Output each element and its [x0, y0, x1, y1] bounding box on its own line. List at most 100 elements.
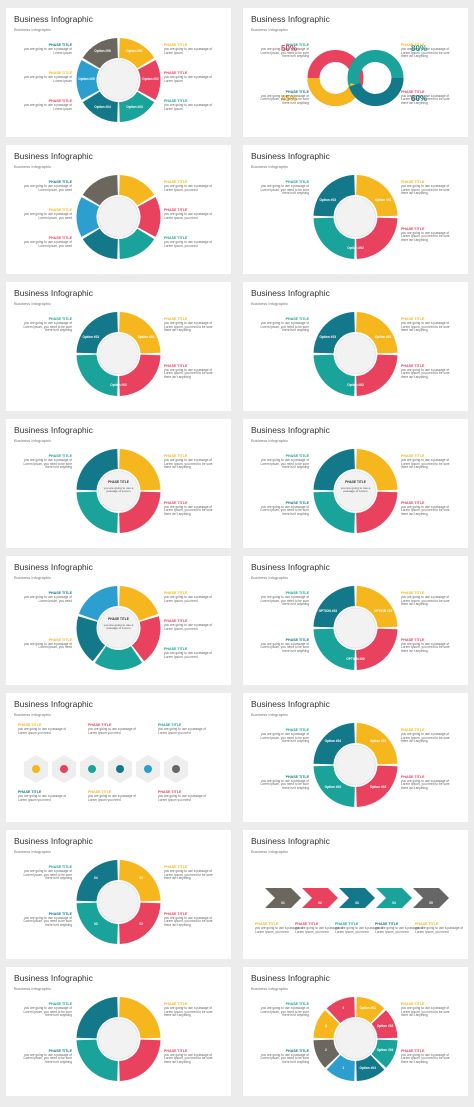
ring-segment [356, 175, 398, 217]
ring-segment [356, 1055, 385, 1081]
center [98, 470, 139, 512]
ring-segment [313, 1039, 340, 1068]
phase-text: you are going to use a passage of Lorem … [164, 1052, 213, 1064]
option-label: Option #02 [347, 383, 364, 387]
option-label: Option #02 [347, 246, 364, 250]
center [335, 470, 376, 512]
option-label: Option #03 [324, 81, 341, 85]
phase-title: PHASE TITLE [164, 911, 188, 916]
phase-title: PHASE TITLE [285, 637, 309, 642]
phase-title: PHASE TITLE [48, 1002, 72, 1006]
option-label: Option #05 [78, 77, 95, 81]
ring-segment [313, 723, 355, 765]
phase-title: PHASE TITLE [401, 89, 425, 94]
phase-title: PHASE TITLE [48, 637, 72, 642]
phase-text: you are going to use a passage of Lorem … [164, 103, 213, 111]
option-label: Option #04 [370, 81, 387, 85]
slide-subtitle: Business Infographic [14, 27, 52, 32]
slide-title: Business Infographic [14, 288, 93, 298]
phase-title: PHASE TITLE [48, 180, 72, 184]
phase-text: you are going to use a passage of Lorem … [375, 926, 424, 934]
ring-segment [119, 902, 161, 944]
option-label: Option #02 [369, 784, 387, 789]
phase-text: you are going to use a passage of Lorem … [164, 458, 213, 470]
phase-text: you are going to use a passage of Lorem … [401, 230, 450, 242]
phase-text: you are going to use a passage of Lorem … [415, 926, 464, 934]
percent: 60% [411, 94, 428, 103]
slide-subtitle: Business Infographic [251, 849, 289, 854]
option-label: Option #02 [370, 69, 387, 73]
option-label: PHASE TITLE [108, 617, 129, 621]
phase-title: PHASE TITLE [285, 89, 309, 94]
option-label: Option #03 [319, 335, 337, 339]
phase-title: PHASE TITLE [285, 454, 309, 458]
phase-text: you are going to use a passage of Lorem … [401, 732, 450, 744]
percent: 50% [281, 44, 298, 53]
phase-title: PHASE TITLE [164, 71, 188, 75]
phase-title: PHASE TITLE [48, 71, 72, 75]
slide-subtitle: Business Infographic [251, 164, 289, 169]
phase-title: PHASE TITLE [285, 728, 309, 732]
ring-segment [348, 78, 404, 106]
phase-text: you are going to use a passage of Lorem … [401, 504, 450, 516]
ring-segment [76, 197, 100, 237]
phase-title: PHASE TITLE [401, 1048, 425, 1053]
phase-text: you are going to use a passage of Lorem … [164, 75, 213, 83]
slide-title: Business Infographic [14, 699, 93, 709]
option-label: 02 [139, 921, 143, 926]
phase-text: you are going to use a passage of Lorem … [401, 458, 450, 470]
phase-text: you are going to use a passage of Lorem … [23, 103, 72, 111]
option-label: 4 [342, 1006, 345, 1011]
ring-segment [137, 197, 161, 237]
slide-title: Business Infographic [14, 425, 93, 435]
ring-segment [119, 1039, 161, 1081]
phase-text: you are going to use a passage of Lorem … [260, 47, 309, 59]
ring-segment [76, 860, 118, 902]
ring-segment [119, 860, 161, 902]
ring-segment [82, 175, 118, 206]
phase-title: PHASE TITLE [401, 591, 425, 595]
phase-title: PHASE TITLE [48, 591, 72, 595]
phase-title: PHASE TITLE [285, 774, 309, 779]
ring-segment [356, 312, 398, 354]
phase-text: you are going to use a passage of Lorem … [23, 321, 72, 333]
slide-subtitle: Business Infographic [14, 986, 52, 991]
phase-title: PHASE TITLE [285, 180, 309, 184]
option-label: Option #01 [324, 69, 341, 73]
ring-segment [313, 354, 355, 396]
ring-segment [119, 312, 161, 354]
slide-title: Business Infographic [14, 562, 93, 572]
phase-text: you are going to use a passage of Lorem … [18, 794, 67, 802]
phase-title: PHASE TITLE [401, 317, 425, 321]
ring-segment [76, 616, 106, 662]
ring-segment [313, 628, 355, 670]
option-label: OPTION #02 [346, 657, 365, 661]
slide-subtitle: Business Infographic [14, 438, 52, 443]
center-text: you are going to use a passage of Lorem [103, 623, 134, 631]
option-label: Option #01 [359, 1006, 376, 1011]
ring-segment [313, 765, 355, 807]
icon [116, 765, 124, 773]
slide-title: Business Infographic [251, 699, 330, 709]
center-text: you are going to use a passage of Lorem [103, 486, 134, 494]
center [98, 59, 139, 101]
phase-text: you are going to use a passage of Lorem … [23, 184, 72, 192]
slide-title: Business Infographic [251, 836, 330, 846]
phase-title: PHASE TITLE [401, 43, 425, 47]
ring-segment [313, 175, 355, 217]
phase-text: you are going to use a passage of Lorem … [164, 651, 213, 659]
ring-segment [356, 586, 398, 628]
option-label: 3 [325, 1023, 327, 1028]
phase-title: PHASE TITLE [375, 922, 399, 926]
phase-text: you are going to use a passage of Lorem … [260, 1006, 309, 1018]
phase-title: PHASE TITLE [164, 99, 188, 103]
phase-text: you are going to use a passage of Lorem … [164, 1006, 213, 1018]
phase-title: PHASE TITLE [48, 1048, 72, 1053]
phase-text: you are going to use a passage of Lorem … [401, 1052, 450, 1064]
phase-title: PHASE TITLE [255, 922, 279, 926]
phase-title: PHASE TITLE [401, 1002, 425, 1006]
ring-segment [356, 628, 398, 670]
phase-text: you are going to use a passage of Lorem … [401, 93, 450, 105]
phase-title: PHASE TITLE [285, 500, 309, 505]
chevron [376, 888, 412, 908]
